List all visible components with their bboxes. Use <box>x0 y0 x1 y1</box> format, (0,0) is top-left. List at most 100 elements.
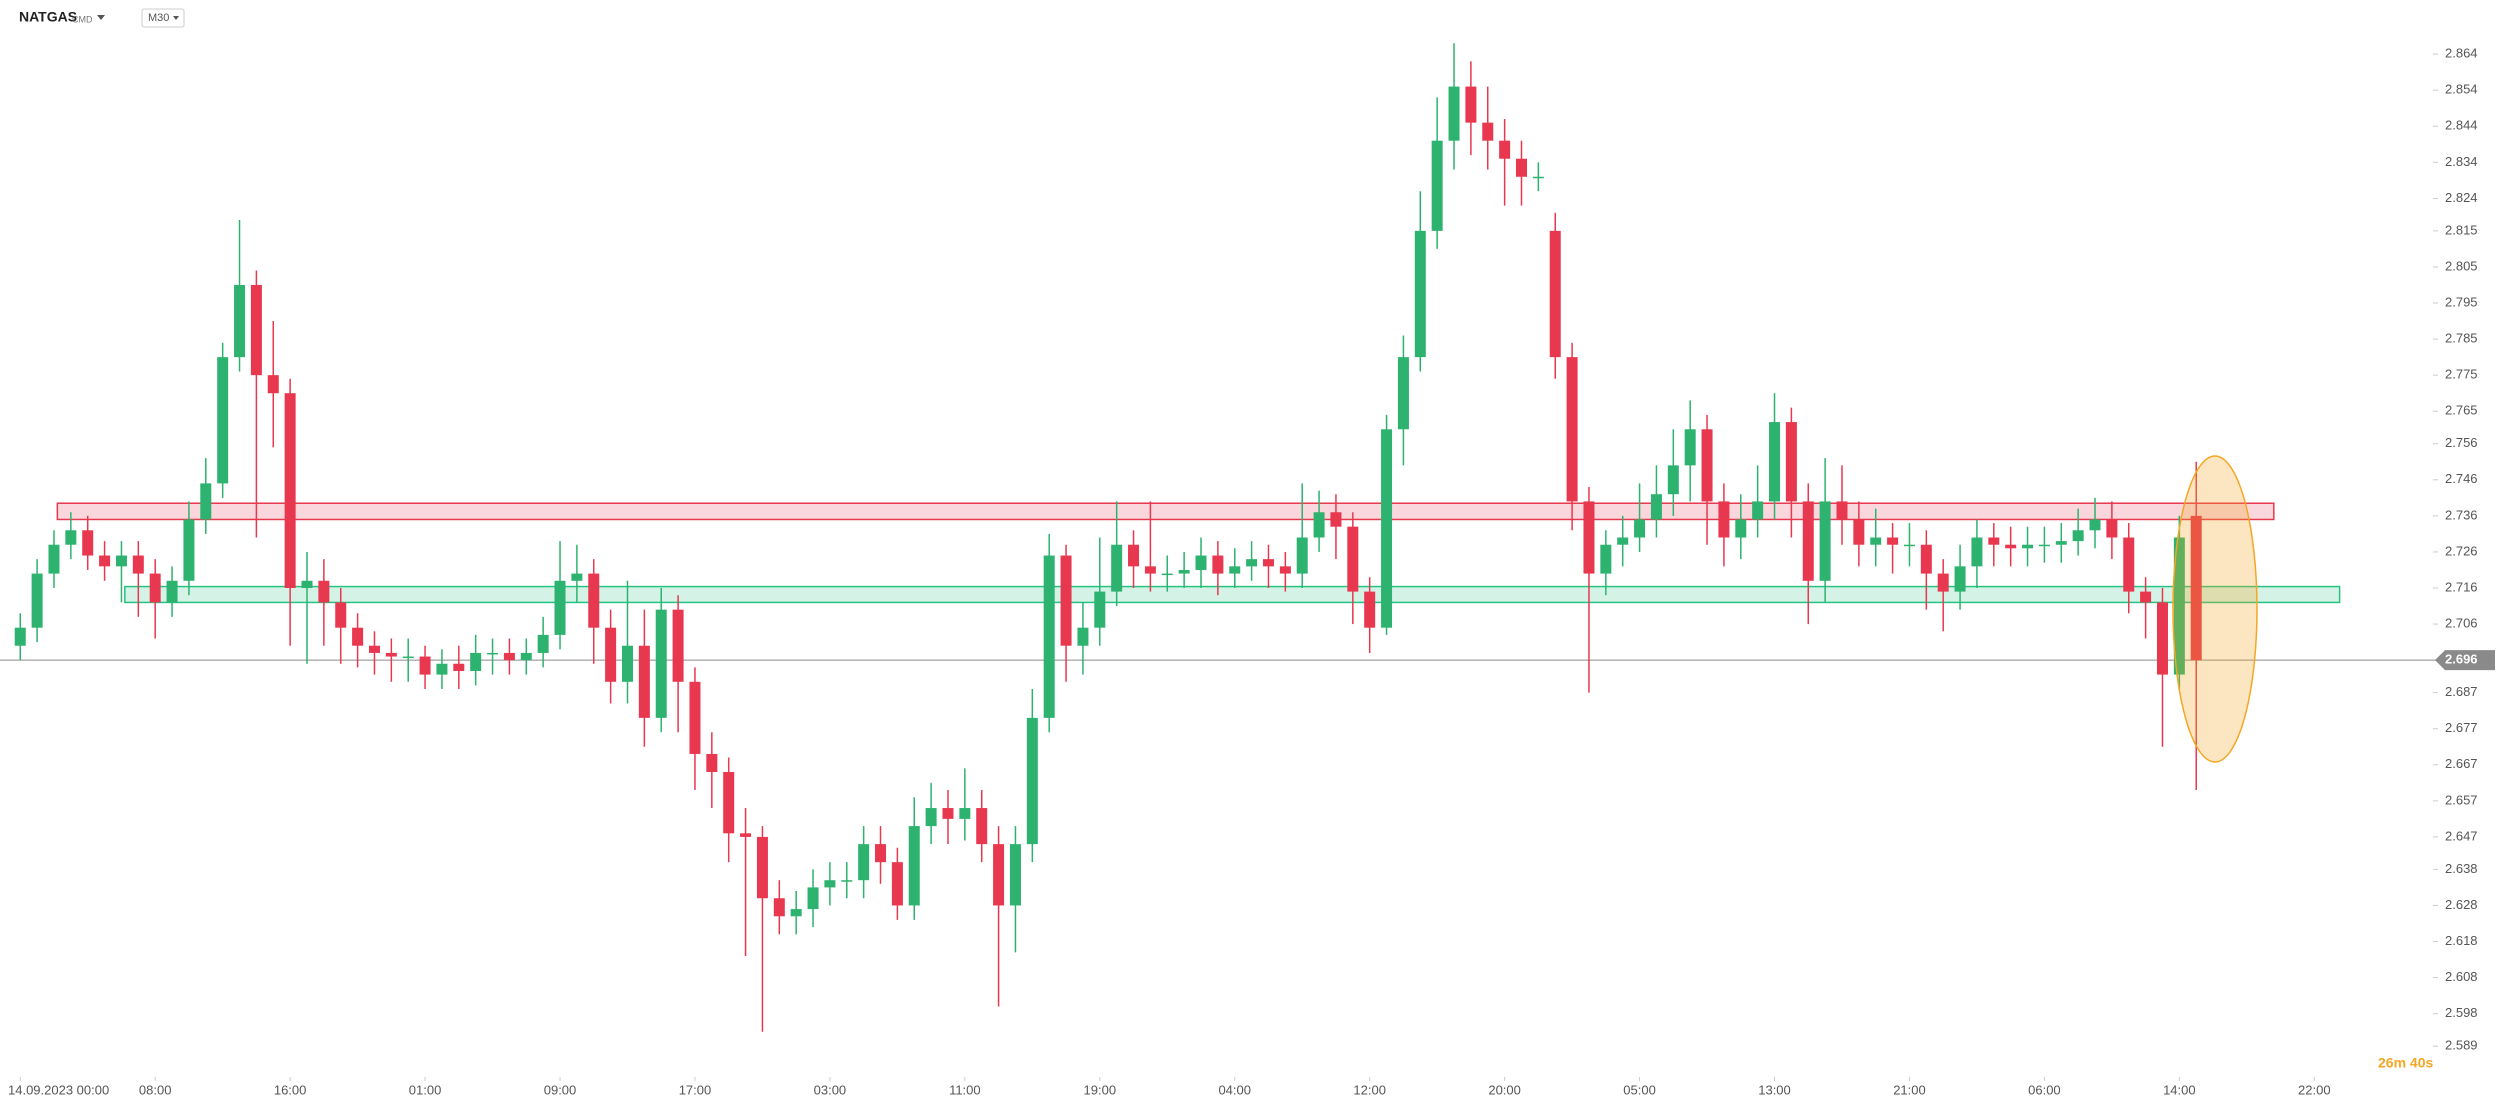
candle-body <box>1515 158 1527 177</box>
y-tick-label: 2.864 <box>2445 46 2478 61</box>
candle-body <box>368 645 380 653</box>
x-tick-label: 08:00 <box>139 1082 172 1097</box>
candle-body <box>436 663 448 675</box>
last-price-label: 2.696 <box>2445 652 2478 667</box>
candle-body <box>14 627 26 646</box>
y-tick-label: 2.854 <box>2445 82 2478 97</box>
candle-body <box>1330 512 1342 527</box>
candle-body <box>824 880 836 888</box>
candle-body <box>1296 537 1308 574</box>
y-tick-label: 2.795 <box>2445 294 2478 309</box>
candle-body <box>1397 357 1409 430</box>
highlight-ellipse <box>2172 455 2258 763</box>
y-tick-label: 2.618 <box>2445 933 2478 948</box>
candle-body <box>2055 541 2067 545</box>
candle-body <box>1364 591 1376 628</box>
candle-body <box>1414 230 1426 358</box>
x-tick-label: 19:00 <box>1084 1082 1117 1097</box>
x-tick-label: 16:00 <box>274 1082 307 1097</box>
x-tick-label: 06:00 <box>2028 1082 2061 1097</box>
x-tick-label: 09:00 <box>544 1082 577 1097</box>
candle-body <box>908 826 920 906</box>
candle-body <box>1161 573 1173 576</box>
candle-body <box>841 880 853 882</box>
candle-body <box>2089 519 2101 531</box>
symbol[interactable]: NATGAS <box>19 9 77 25</box>
candle-body <box>588 573 600 628</box>
candle-body <box>959 808 971 819</box>
x-tick-label: 11:00 <box>949 1082 981 1097</box>
x-tick-label: 13:00 <box>1758 1082 1791 1097</box>
candle-body <box>284 393 296 589</box>
candle-body <box>554 580 566 635</box>
candle-body <box>1229 566 1241 574</box>
candle-body <box>1920 544 1932 574</box>
candle-body <box>503 652 515 661</box>
countdown: 26m 40s <box>2378 1055 2433 1071</box>
y-tick-label: 2.628 <box>2445 897 2478 912</box>
candle-body <box>1144 566 1156 574</box>
interval-button[interactable] <box>141 8 185 28</box>
candle-body <box>250 284 262 376</box>
x-tick-label: 17:00 <box>679 1082 712 1097</box>
candle-body <box>1077 627 1089 646</box>
candle-body <box>2038 544 2050 547</box>
candle-body <box>2123 537 2135 592</box>
x-tick-label: 04:00 <box>1218 1082 1251 1097</box>
y-tick-label: 2.746 <box>2445 471 2478 486</box>
interval-dropdown[interactable] <box>173 16 179 20</box>
interval[interactable]: M30 <box>148 12 169 24</box>
candle-body <box>234 284 246 358</box>
candle-body <box>267 375 279 394</box>
y-tick-label: 2.638 <box>2445 861 2478 876</box>
candle-body <box>891 862 903 906</box>
candle-body <box>115 555 127 567</box>
candle-body <box>875 844 887 863</box>
candle-body <box>858 844 870 881</box>
candle-body <box>470 652 482 671</box>
y-tick-label: 2.824 <box>2445 190 2478 205</box>
candle-body <box>82 530 94 556</box>
candle-body <box>1634 519 1646 538</box>
candle-body <box>537 634 549 653</box>
candle-body <box>99 555 111 567</box>
candle-body <box>385 652 397 657</box>
y-tick-label: 2.589 <box>2445 1038 2478 1053</box>
candle-body <box>1178 569 1190 574</box>
candle-body <box>2156 602 2168 675</box>
candle-body <box>2173 537 2185 675</box>
candle-body <box>1111 544 1123 592</box>
y-tick-label: 2.726 <box>2445 543 2478 558</box>
candle-body <box>740 833 752 837</box>
y-tick-label: 2.706 <box>2445 616 2478 631</box>
candle-body <box>31 573 43 628</box>
candle-body <box>1094 591 1106 628</box>
candle-body <box>1313 512 1325 538</box>
candle-body <box>487 652 499 655</box>
market: CMD <box>72 14 93 24</box>
candle-body <box>571 573 583 581</box>
x-tick-label: 22:00 <box>2298 1082 2331 1097</box>
candle-body <box>419 656 431 675</box>
candle-body <box>2022 544 2034 549</box>
candle-body <box>1448 86 1460 141</box>
y-tick-label: 2.677 <box>2445 720 2478 735</box>
zone <box>124 585 2341 604</box>
candle-body <box>149 573 161 603</box>
candle-body <box>65 530 77 545</box>
candle-body <box>1566 357 1578 502</box>
candle-body <box>790 909 802 917</box>
candle-body <box>1903 544 1915 547</box>
candle-body <box>183 519 195 581</box>
candle-body <box>1499 140 1511 159</box>
candle-body <box>1836 501 1848 520</box>
x-tick-label: 01:00 <box>409 1082 442 1097</box>
candle-body <box>1195 555 1207 570</box>
last-price-tag <box>2435 650 2495 671</box>
symbol-dropdown[interactable] <box>97 15 105 20</box>
candle-body <box>318 580 330 603</box>
y-tick-label: 2.647 <box>2445 828 2478 843</box>
candle-body <box>1246 559 1258 567</box>
candle-body <box>672 609 684 682</box>
